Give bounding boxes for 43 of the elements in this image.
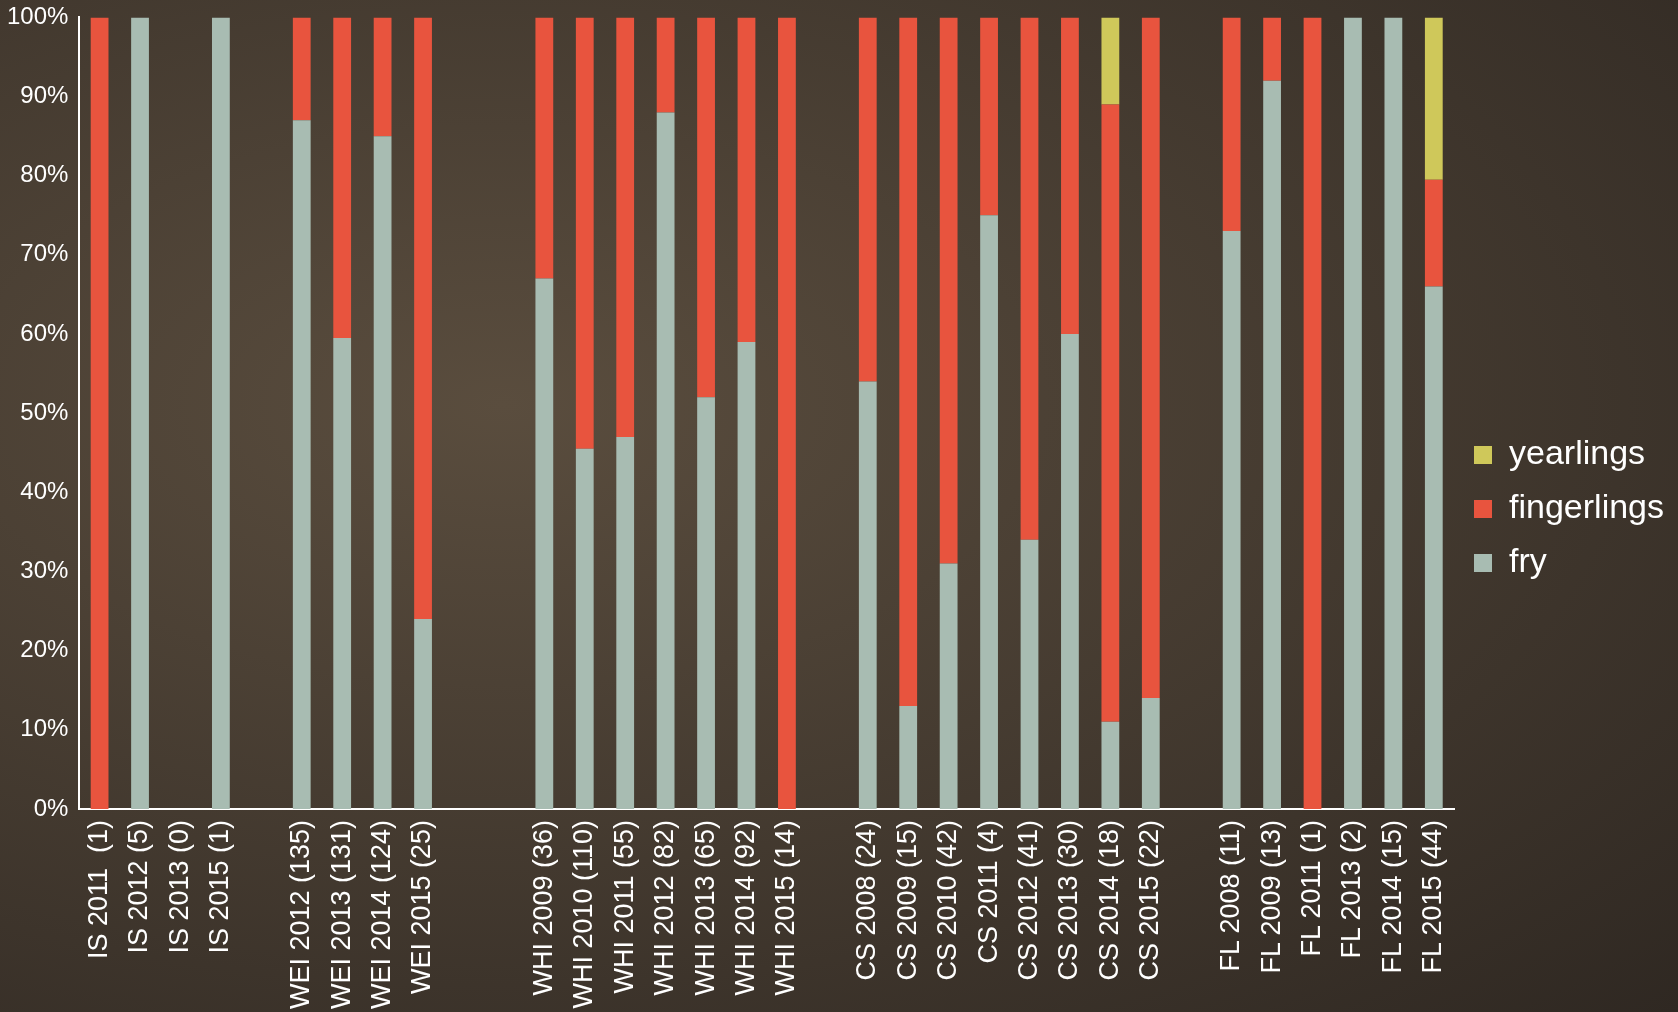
x-tick-label: CS 2009 (15) [891,819,922,981]
y-tick-label: 100% [6,2,69,30]
x-tick-label: WEI 2013 (131) [325,819,356,1009]
x-tick-label: FL 2015 (44) [1417,819,1448,974]
x-tick-label: CS 2008 (24) [851,819,882,981]
x-tick-label: WEI 2012 (135) [285,819,316,1009]
legend-label: yearlings [1509,433,1646,472]
y-tick-label: 10% [20,714,69,742]
y-tick-label: 20% [20,635,69,663]
x-tick-label: WHI 2009 (36) [527,819,558,996]
y-tick-label: 50% [20,397,69,425]
x-tick-label: CS 2015 (22) [1134,819,1165,981]
x-tick-label: WHI 2015 (14) [770,819,801,996]
x-tick-label: FL 2009 (13) [1255,819,1286,974]
x-tick-label: IS 2012 (5) [123,819,154,954]
x-tick-label: IS 2013 (0) [163,819,194,954]
x-tick-label: FL 2011 (1) [1295,819,1326,957]
x-tick-label: CS 2013 (30) [1053,819,1084,981]
y-tick-label: 60% [20,318,69,346]
legend-label: fry [1509,541,1547,580]
x-tick-label: WEI 2014 (124) [366,819,397,1009]
x-tick-label: WHI 2012 (82) [649,819,680,996]
x-tick-label: WHI 2011 (55) [608,819,639,994]
y-tick-label: 80% [20,160,69,188]
x-tick-label: FL 2013 (2) [1336,819,1367,959]
x-tick-label: CS 2010 (42) [932,819,963,981]
x-tick-label: WHI 2014 (92) [729,819,760,996]
y-tick-label: 0% [33,793,69,821]
x-tick-label: CS 2011 (4) [972,819,1003,964]
x-tick-label: WEI 2015 (25) [406,819,437,994]
legend-label: fingerlings [1509,487,1665,526]
y-tick-label: 90% [20,81,69,109]
x-tick-label: FL 2014 (15) [1376,819,1407,974]
x-tick-label: IS 2015 (1) [204,819,235,954]
x-tick-label: WHI 2013 (65) [689,819,720,996]
x-tick-label: FL 2008 (11) [1215,819,1246,972]
x-tick-label: CS 2012 (41) [1012,819,1043,981]
x-tick-label: CS 2014 (18) [1093,819,1124,981]
x-tick-label: WHI 2010 (110) [568,819,599,1009]
y-tick-label: 70% [20,239,69,267]
y-tick-label: 40% [20,476,69,504]
x-tick-label: IS 2011 (1) [83,819,114,959]
y-tick-label: 30% [20,556,69,584]
